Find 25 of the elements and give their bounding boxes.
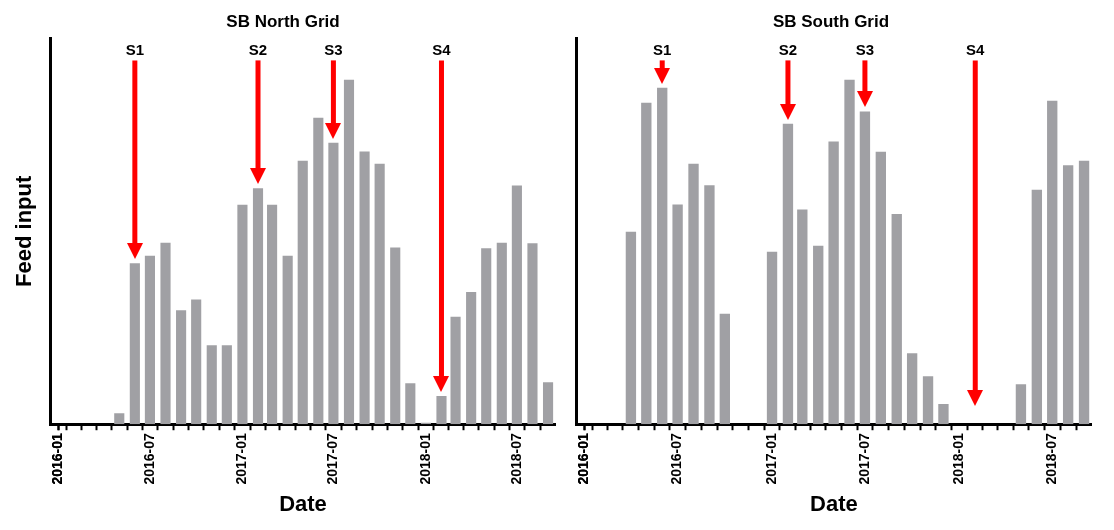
x-axis-title: Date xyxy=(279,490,327,516)
ref-line-label: S1 xyxy=(125,40,145,58)
ref-line-label: S2 xyxy=(778,40,798,58)
y-axis-title: Feed input xyxy=(11,175,37,287)
x-tick-label: 2016-07 xyxy=(668,433,685,485)
x-tick-label: 2018-07 xyxy=(1043,433,1060,485)
x-tick-label: 2017-01 xyxy=(233,433,250,485)
x-tick-label: 2018-01 xyxy=(950,433,967,485)
x-tick-label: 2018-07 xyxy=(507,433,524,485)
x-tick-label: 2016-01 xyxy=(49,433,66,485)
x-tick-label: 2016-01 xyxy=(575,433,592,485)
ref-line-label: S2 xyxy=(248,40,268,58)
ref-line-label: S4 xyxy=(966,40,986,58)
x-tick-label: 2017-07 xyxy=(324,433,341,485)
chart-title: SB South Grid xyxy=(772,11,890,31)
x-tick-label: 2017-01 xyxy=(762,433,779,485)
ref-line-label: S1 xyxy=(653,40,672,58)
ref-line-label: S4 xyxy=(432,40,452,58)
ref-line-label: S3 xyxy=(855,40,875,58)
x-tick-label: 2016-07 xyxy=(140,433,157,485)
x-tick-label: 2017-07 xyxy=(855,433,872,485)
x-tick-label: 2018-01 xyxy=(416,433,433,485)
chart-title: SB North Grid xyxy=(226,11,340,31)
x-axis-title: Date xyxy=(810,490,858,516)
ref-line-label: S3 xyxy=(324,40,343,58)
